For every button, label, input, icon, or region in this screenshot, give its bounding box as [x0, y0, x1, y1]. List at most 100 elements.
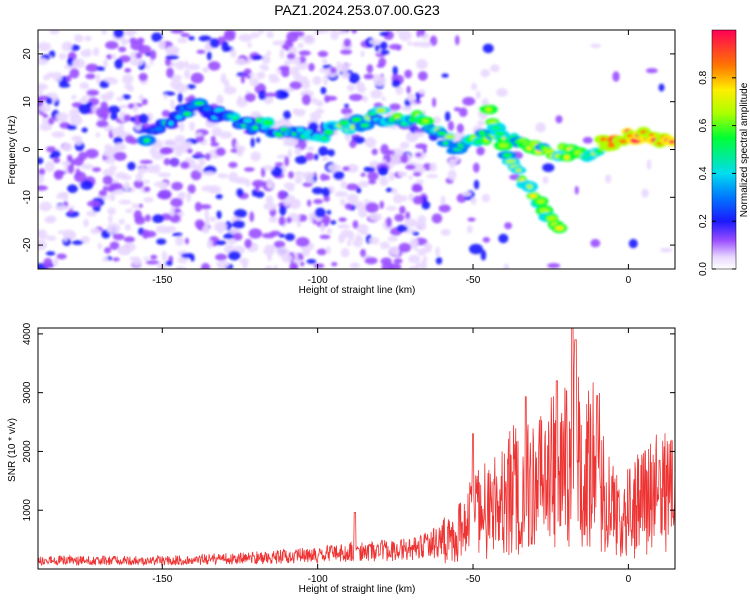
heatmap-blob [281, 44, 288, 49]
heatmap-blob [262, 249, 275, 254]
snr-x-axis-label: Height of straight line (km) [299, 584, 416, 595]
heatmap-blob [111, 53, 117, 60]
heatmap-blob [444, 111, 451, 122]
heatmap-blob [82, 95, 87, 101]
heatmap-blob [236, 188, 244, 197]
heatmap-blob [202, 66, 209, 73]
heatmap-blob [103, 58, 108, 68]
heatmap-blob [92, 167, 102, 172]
ridge-core [618, 139, 629, 144]
heatmap-blob [210, 142, 220, 147]
heatmap-blob [355, 234, 362, 243]
heatmap-blob [261, 66, 270, 71]
heatmap-blob [135, 172, 144, 182]
x-tick-label: -150 [152, 574, 172, 585]
heatmap-blob [646, 159, 652, 170]
heatmap-blob [388, 246, 400, 256]
y-tick-label: 2000 [22, 440, 33, 463]
heatmap-blob [298, 50, 311, 56]
heatmap-blob [186, 191, 191, 203]
heatmap-blob [265, 195, 274, 204]
ridge-core [668, 139, 675, 144]
heatmap-blob [44, 161, 55, 173]
heatmap-blob [394, 213, 405, 222]
heatmap-blob [286, 216, 292, 224]
spectrogram-x-axis-label: Height of straight line (km) [299, 285, 416, 296]
heatmap-blob [38, 41, 52, 52]
heatmap-blob [180, 191, 186, 199]
heatmap-blob [110, 112, 118, 121]
heatmap-blob [104, 158, 116, 164]
heatmap-blob [180, 32, 190, 38]
x-tick-label: -150 [152, 275, 172, 286]
heatmap-blob [276, 154, 288, 159]
heatmap-blob [338, 217, 347, 222]
ridge-core [529, 193, 538, 198]
heatmap-blob [313, 263, 325, 269]
heatmap-blob [264, 92, 278, 97]
heatmap-blob [215, 240, 227, 246]
heatmap-blob [330, 66, 337, 74]
heatmap-blob [399, 205, 406, 214]
heatmap-blob [250, 137, 255, 148]
heatmap-blob [187, 184, 196, 194]
heatmap-blob [53, 169, 64, 180]
heatmap-blob [95, 107, 110, 118]
heatmap-blob [268, 216, 278, 223]
heatmap-blob [289, 261, 296, 269]
ridge-core [360, 123, 370, 128]
heatmap-blob [107, 78, 119, 85]
heatmap-blob [415, 143, 428, 149]
heatmap-blob [97, 242, 102, 250]
heatmap-blob [118, 46, 127, 53]
heatmap-blob [294, 147, 302, 156]
heatmap-blob [269, 230, 281, 237]
heatmap-blob [319, 173, 328, 181]
heatmap-blob [401, 105, 413, 111]
heatmap-blob [303, 34, 316, 45]
heatmap-blob [161, 147, 174, 154]
heatmap-blob [276, 246, 290, 258]
heatmap-blob [165, 54, 179, 60]
heatmap-blob [294, 171, 304, 176]
heatmap-blob [45, 97, 53, 105]
heatmap-blob [590, 43, 602, 49]
heatmap-blob [131, 257, 142, 267]
heatmap-blob [297, 42, 304, 49]
heatmap-blob [325, 246, 331, 255]
heatmap-blob [249, 77, 260, 87]
heatmap-blob [306, 258, 317, 264]
heatmap-blob [150, 254, 158, 260]
heatmap-blob [122, 94, 131, 100]
ridge-core [487, 120, 497, 124]
ridge-core [554, 226, 564, 231]
heatmap-blob [260, 166, 266, 178]
heatmap-blob [175, 266, 187, 269]
heatmap-blob [268, 76, 280, 83]
heatmap-blob [415, 92, 421, 102]
heatmap-blob [453, 107, 461, 112]
heatmap-blob [407, 40, 412, 46]
heatmap-blob [223, 233, 235, 240]
heatmap-blob [456, 123, 464, 134]
heatmap-blob [374, 44, 380, 52]
heatmap-blob [363, 199, 370, 205]
heatmap-blob [86, 210, 97, 217]
heatmap-blob [368, 212, 383, 221]
heatmap-blob [242, 260, 248, 269]
heatmap-blob [209, 38, 220, 49]
heatmap-blob [171, 181, 183, 191]
heatmap-blob [381, 96, 386, 102]
ridge-core [495, 131, 505, 136]
ridge-core [547, 215, 557, 222]
heatmap-blob [380, 49, 390, 55]
heatmap-blob [248, 228, 263, 239]
heatmap-blob [431, 213, 443, 224]
heatmap-blob [38, 57, 49, 66]
heatmap-blob [172, 232, 183, 237]
heatmap-blob [605, 174, 612, 184]
heatmap-blob [379, 31, 390, 37]
heatmap-blob [482, 236, 491, 243]
heatmap-blob [250, 151, 261, 162]
heatmap-blob [472, 162, 480, 173]
